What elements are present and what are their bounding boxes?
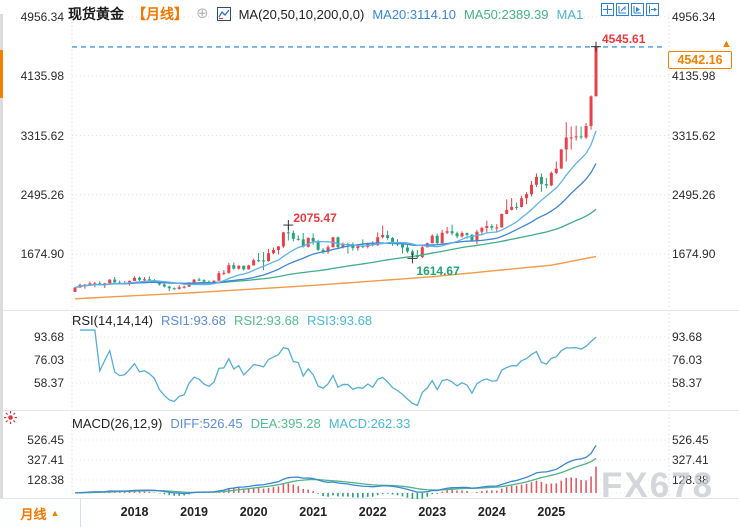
price-up-arrow-icon: ▲ xyxy=(721,37,732,50)
last-price-tag: 4542.16 xyxy=(668,50,732,69)
period-selector[interactable]: 月线 ▲ xyxy=(0,499,81,527)
axis-tick-label: 58.37 xyxy=(672,376,703,390)
axis-tick-label: 2495.26 xyxy=(20,187,64,202)
axis-tick-label: 526.45 xyxy=(672,433,709,447)
high-annotation: 4545.61 xyxy=(602,31,646,46)
pan-right-icon[interactable] xyxy=(631,3,644,16)
ma50-value: MA50:2389.39 xyxy=(463,6,549,22)
year-label: 2023 xyxy=(418,505,447,519)
macd-macd-value: MACD:262.33 xyxy=(328,416,411,431)
axis-tick-label: 1674.90 xyxy=(20,247,64,261)
rsi-header: RSI(14,14,14) RSI1:93.68 RSI2:93.68 RSI3… xyxy=(72,313,372,328)
axis-tick-label: 4135.98 xyxy=(672,69,716,84)
rsi3-value: RSI3:93.68 xyxy=(307,313,373,328)
period-label: 月线 xyxy=(20,506,47,522)
axis-tick-label: 3315.62 xyxy=(672,128,716,143)
ma20-value: MA20:3114.10 xyxy=(372,6,456,22)
chart-type-icon[interactable] xyxy=(216,7,231,21)
dropdown-arrow-icon: ▲ xyxy=(50,508,60,518)
axis-tick-label: 327.41 xyxy=(27,453,64,467)
year-label: 2025 xyxy=(537,505,566,519)
axis-tick-label: 1674.90 xyxy=(672,247,716,261)
axis-tick-label: 526.45 xyxy=(27,433,64,447)
year-label: 2024 xyxy=(477,505,506,519)
axis-tick-label: 3315.62 xyxy=(20,128,64,143)
jump-to-latest-icon[interactable] xyxy=(646,3,659,16)
axis-tick-label: 93.68 xyxy=(33,330,64,344)
ma10-value: MA1 xyxy=(556,6,584,22)
axis-tick-label: 4956.34 xyxy=(20,10,64,24)
axis-tick-label: 327.41 xyxy=(672,453,709,467)
macd-header: MACD(26,12,9) DIFF:526.45 DEA:395.28 MAC… xyxy=(72,416,410,431)
rsi1-value: RSI1:93.68 xyxy=(160,313,226,328)
axis-tick-label: 2495.26 xyxy=(672,187,716,202)
toolbar xyxy=(601,3,659,16)
rsi2-value: RSI2:93.68 xyxy=(233,313,300,328)
rsi-settings-label[interactable]: RSI(14,14,14) xyxy=(72,313,153,328)
axis-tick-label: 58.37 xyxy=(33,376,64,390)
year-label: 2022 xyxy=(358,505,387,519)
alert-hot-icon[interactable] xyxy=(3,410,18,430)
year-label: 2021 xyxy=(299,505,328,519)
year-label: 2018 xyxy=(120,505,149,519)
circled-plus-icon[interactable]: ⊕ xyxy=(196,5,209,22)
axis-tick-label: 76.03 xyxy=(672,352,703,367)
ma-settings-label[interactable]: MA(20,50,10,200,0,0) xyxy=(238,6,365,22)
swing-high-annotation: 2075.47 xyxy=(293,211,337,226)
axis-tick-label: 93.68 xyxy=(672,330,703,344)
axis-tick-label: 128.38 xyxy=(672,473,709,487)
axis-tick-label: 4135.98 xyxy=(20,69,64,84)
left-scrollbar-thumb[interactable] xyxy=(0,50,3,98)
year-label: 2020 xyxy=(239,505,268,519)
macd-dea-value: DEA:395.28 xyxy=(250,416,321,431)
main-header: 现货黄金 【月线】 ⊕ MA(20,50,10,200,0,0) MA20:31… xyxy=(68,4,583,24)
left-scrollbar-track[interactable] xyxy=(0,14,3,498)
macd-settings-label[interactable]: MACD(26,12,9) xyxy=(72,416,163,431)
period-tag[interactable]: 【月线】 xyxy=(132,6,188,22)
year-label: 2019 xyxy=(180,505,208,519)
bottom-axis: 月线 ▲ 2018 2019 2020 2021 2022 2023 2024 2025 xyxy=(0,499,739,528)
swing-low-annotation: 1614.67 xyxy=(416,264,460,279)
axis-tick-label: 128.38 xyxy=(27,473,64,487)
symbol-name: 现货黄金 xyxy=(68,6,124,22)
axis-tick-label: 76.03 xyxy=(33,352,64,367)
macd-diff-value: DIFF:526.45 xyxy=(170,416,243,431)
axis-tick-label: 4956.34 xyxy=(672,10,716,24)
crosshair-icon[interactable] xyxy=(601,3,614,16)
zoom-scale-icon[interactable] xyxy=(616,3,629,16)
